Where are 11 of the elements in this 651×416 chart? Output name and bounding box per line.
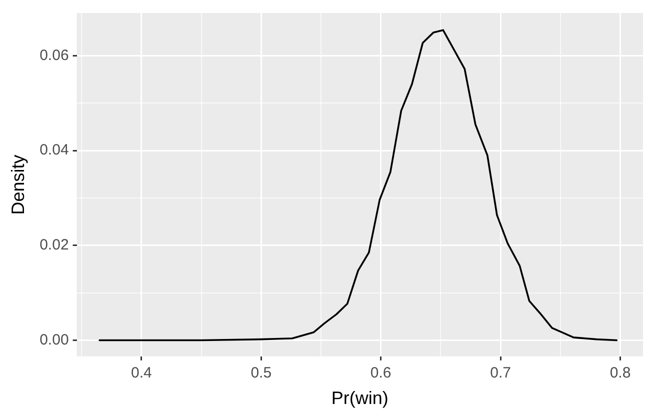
x-tick-label: 0.6 (370, 364, 392, 382)
x-tick-label: 0.4 (131, 364, 152, 382)
y-tick-label: 0.06 (40, 46, 69, 64)
y-tick-label: 0.02 (40, 236, 69, 254)
y-tick-label: 0.00 (40, 331, 69, 348)
y-tick-label: 0.04 (40, 142, 69, 159)
x-tick-label: 0.8 (610, 364, 631, 382)
x-axis-title: Pr(win) (331, 388, 388, 408)
x-tick-label: 0.5 (250, 364, 272, 382)
y-axis-title: Density (8, 154, 28, 215)
x-tick-label: 0.7 (490, 364, 511, 382)
